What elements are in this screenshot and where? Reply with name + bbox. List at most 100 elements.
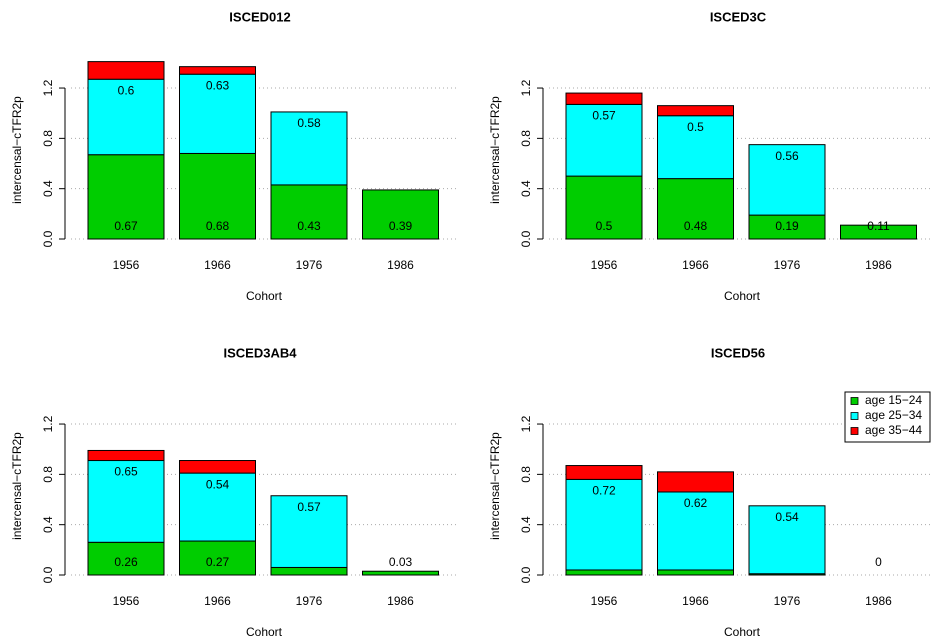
bar-segment [657,491,734,571]
x-axis-label: Cohort [724,289,761,303]
bar-segment [179,472,256,542]
bar-segment [565,478,643,571]
legend-label: age 15−24 [865,393,922,407]
bar-segment [87,78,165,156]
y-tick-label: 1.2 [41,79,55,96]
legend-label: age 35−44 [865,423,922,437]
bar-segment [657,178,734,240]
x-tick-label: 1956 [591,258,618,272]
bar-segment [565,103,643,177]
data-label: 0.65 [114,465,138,479]
bar-segment [270,495,348,568]
bar-segment [270,184,348,240]
y-tick-label: 0.4 [519,516,533,533]
data-label: 0.11 [867,219,890,233]
data-label: 0 [875,555,882,569]
bar-segment [362,189,439,240]
x-tick-label: 1956 [113,258,140,272]
y-axis-label: intercensal−cTFR2p [488,96,502,204]
y-tick-label: 0.8 [41,466,55,483]
x-tick-label: 1966 [682,594,709,608]
bar-segment [87,449,165,462]
bar-segment [565,569,643,576]
data-label: 0.03 [389,555,413,569]
data-label: 0.26 [114,555,138,569]
x-tick-label: 1976 [774,594,801,608]
y-axis-label: intercensal−cTFR2p [10,96,24,204]
y-tick-label: 1.2 [519,415,533,432]
panel-title: ISCED56 [711,345,765,360]
bar-segment [657,115,734,180]
data-label: 0.54 [775,510,799,524]
legend-label: age 25−34 [865,408,922,422]
bar-segment [179,460,256,474]
data-label: 0.56 [775,149,799,163]
panel-title: ISCED3AB4 [224,345,298,360]
data-label: 0.63 [206,78,230,92]
data-label: 0.43 [297,219,321,233]
panel-title: ISCED3C [710,9,767,24]
y-tick-label: 0.8 [41,130,55,147]
bar-segment [179,73,256,154]
y-tick-label: 1.2 [41,415,55,432]
x-tick-label: 1986 [865,594,892,608]
bar-segment [179,152,256,240]
x-tick-label: 1986 [865,258,892,272]
legend-swatch [850,397,859,405]
bar-segment [657,105,734,117]
y-tick-label: 0.0 [41,230,55,247]
x-tick-label: 1976 [774,258,801,272]
bar-segment [840,224,917,240]
legend-box [844,391,931,443]
y-tick-label: 0.8 [519,130,533,147]
data-label: 0.72 [592,484,616,498]
x-tick-label: 1986 [387,594,414,608]
y-tick-label: 0.4 [519,180,533,197]
y-tick-label: 0.0 [519,566,533,583]
x-tick-label: 1986 [387,258,414,272]
bar-segment [179,540,256,576]
bar-segment [565,92,643,105]
bar-segment [270,111,348,186]
bar-segment [748,144,826,216]
y-tick-label: 1.2 [519,79,533,96]
bar-segment [748,505,826,575]
bar-segment [657,471,734,493]
bar-segment [87,61,165,80]
x-axis-label: Cohort [724,625,761,639]
bar-segment [657,569,734,576]
bar-segment [179,66,256,75]
bar-segment [565,465,643,480]
x-tick-label: 1956 [591,594,618,608]
y-tick-label: 0.0 [41,566,55,583]
x-axis-label: Cohort [246,289,283,303]
bar-segment [87,541,165,576]
y-axis-label: intercensal−cTFR2p [488,432,502,540]
panel-title: ISCED012 [229,9,290,24]
data-label: 0.57 [297,500,321,514]
data-label: 0.19 [775,219,799,233]
data-label: 0.62 [684,496,708,510]
legend-swatch [850,412,859,420]
y-tick-label: 0.4 [41,180,55,197]
bar-segment [362,570,439,576]
data-label: 0.39 [389,219,413,233]
x-tick-label: 1966 [204,258,231,272]
y-tick-label: 0.8 [519,466,533,483]
data-label: 0.27 [206,555,230,569]
data-label: 0.54 [206,477,230,491]
data-label: 0.5 [687,120,704,134]
y-axis-label: intercensal−cTFR2p [10,432,24,540]
data-label: 0.48 [684,219,708,233]
x-tick-label: 1956 [113,594,140,608]
data-label: 0.68 [206,219,230,233]
x-tick-label: 1966 [682,258,709,272]
legend-swatch [850,427,859,435]
x-tick-label: 1976 [296,594,323,608]
y-tick-label: 0.4 [41,516,55,533]
data-label: 0.57 [592,109,616,123]
data-label: 0.5 [596,219,613,233]
data-label: 0.6 [118,83,135,97]
y-tick-label: 0.0 [519,230,533,247]
